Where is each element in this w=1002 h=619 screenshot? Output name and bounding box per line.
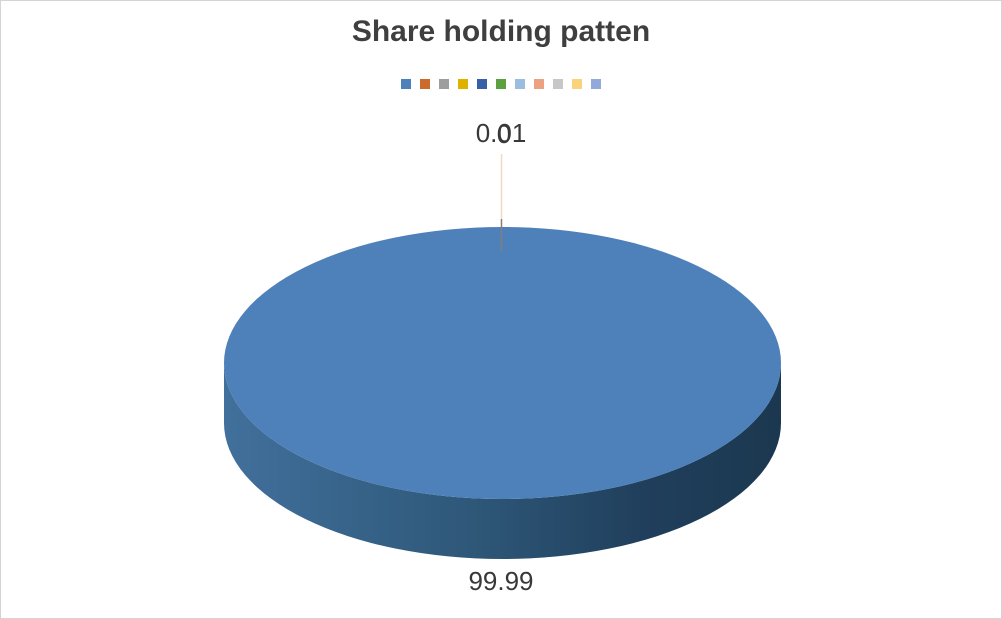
legend-swatch[interactable]: [553, 79, 563, 89]
legend-swatch[interactable]: [439, 79, 449, 89]
chart-title: Share holding patten: [351, 15, 651, 48]
data-label-top: 0.01 0: [1, 118, 1001, 149]
legend-swatch[interactable]: [496, 79, 506, 89]
legend-swatch[interactable]: [477, 79, 487, 89]
legend-swatch[interactable]: [572, 79, 582, 89]
pie-top-surface[interactable]: [224, 227, 781, 499]
legend-swatch[interactable]: [515, 79, 525, 89]
legend-swatch[interactable]: [534, 79, 544, 89]
data-label-top-text: 0.01: [475, 118, 527, 148]
legend-swatch[interactable]: [401, 79, 411, 89]
pie-side-face[interactable]: [224, 363, 782, 560]
data-label-bottom: 99.99: [468, 566, 534, 596]
legend-swatch[interactable]: [420, 79, 430, 89]
legend-swatch[interactable]: [458, 79, 468, 89]
legend-swatch[interactable]: [591, 79, 601, 89]
data-label-top-overlap-text: 0: [496, 118, 512, 149]
chart-legend: [1, 79, 1001, 89]
